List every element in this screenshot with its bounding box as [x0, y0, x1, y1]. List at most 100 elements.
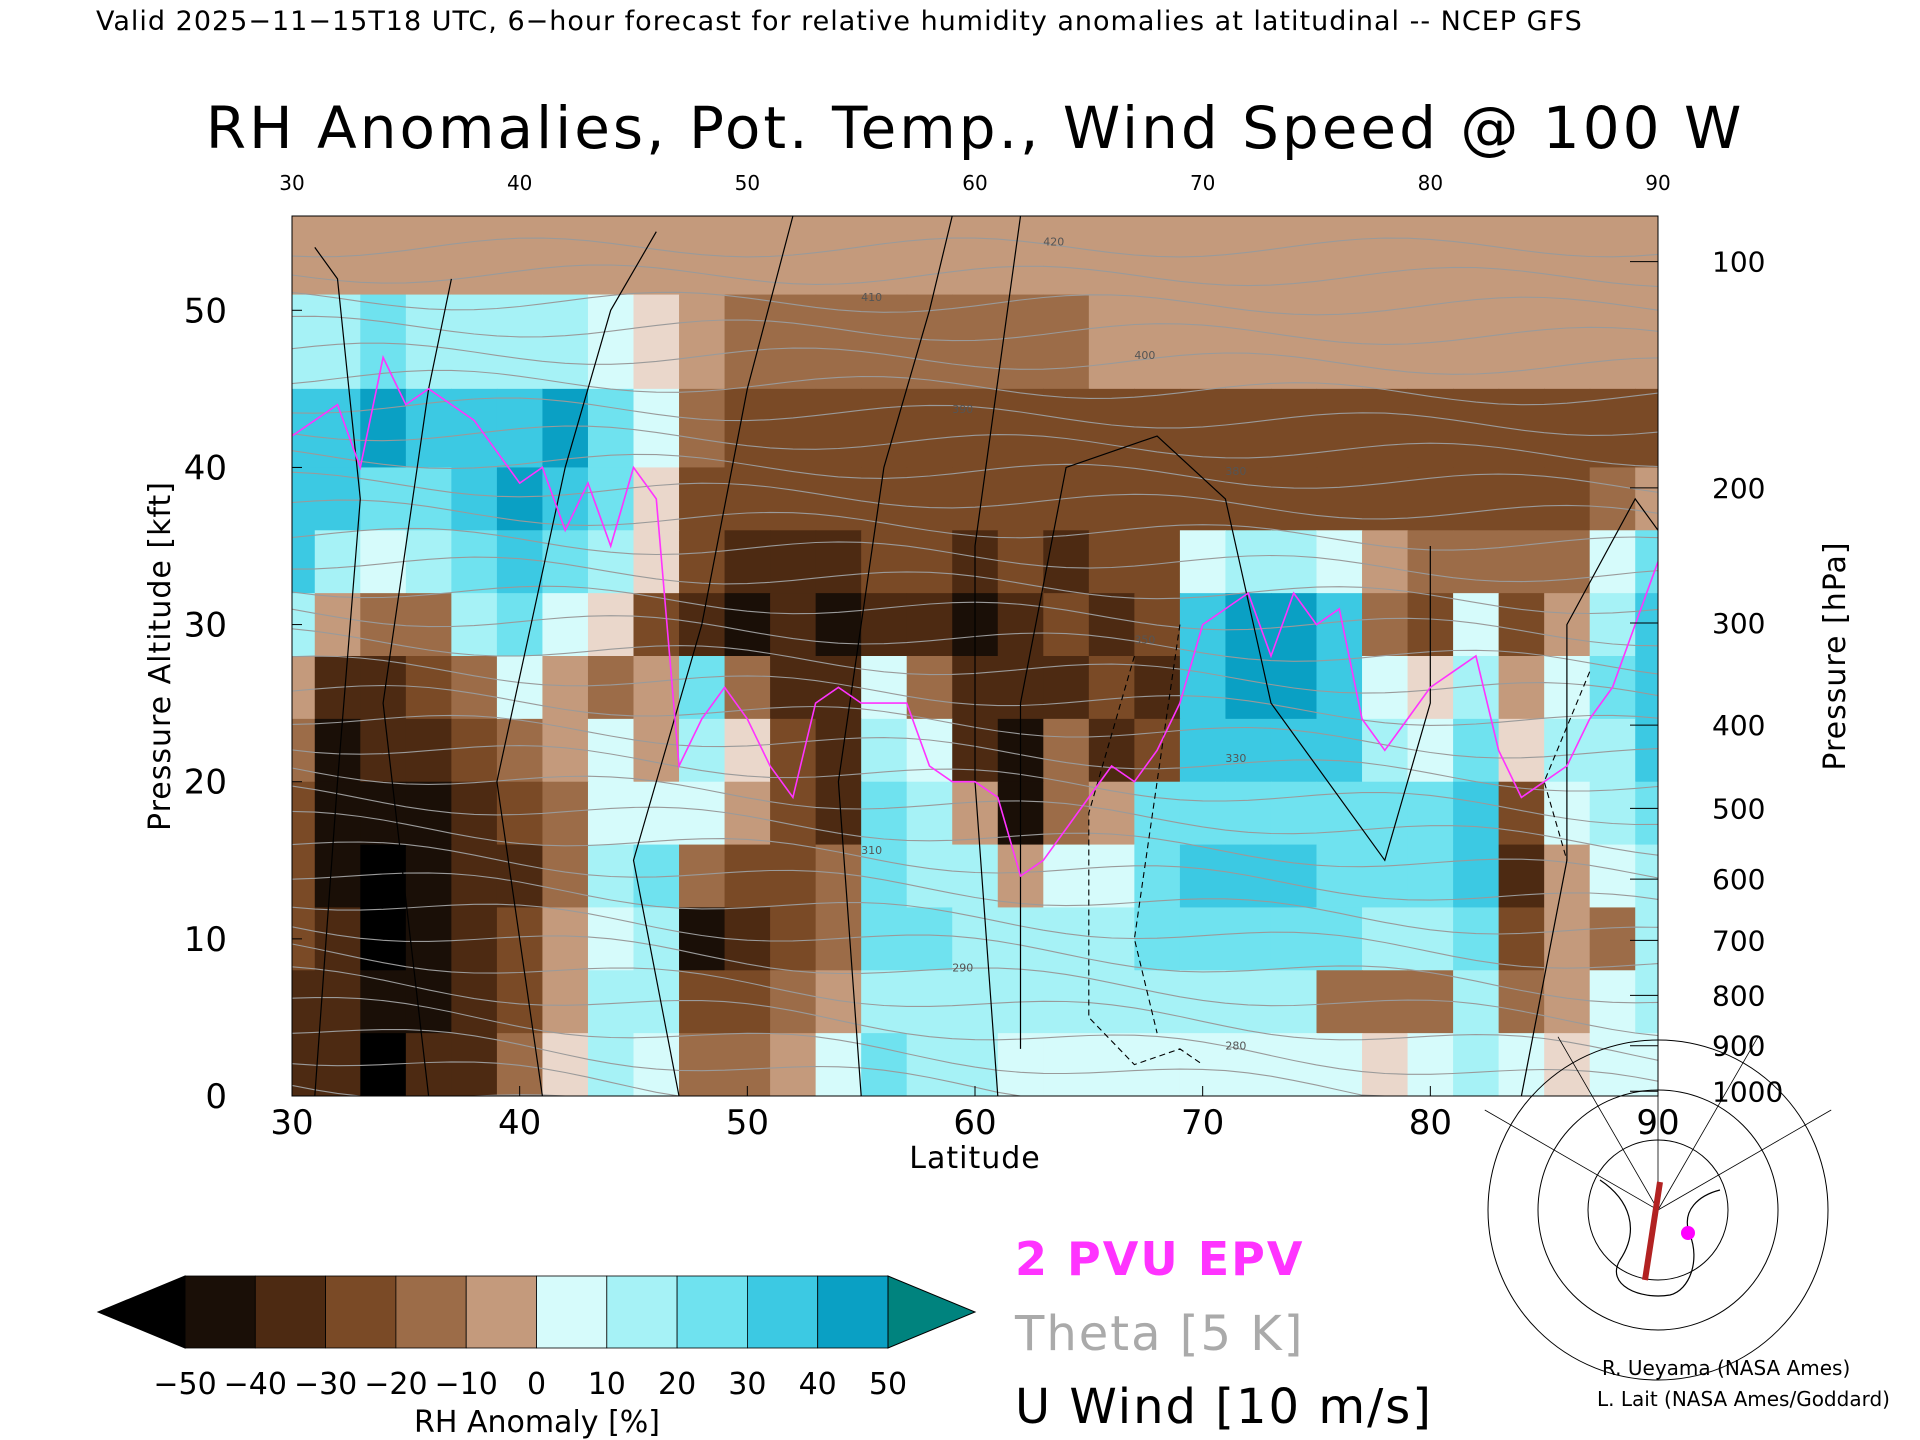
- colorbar-cells: [96, 1275, 977, 1349]
- rh-cell: [1498, 718, 1545, 783]
- colorbar-tick-label: −40: [224, 1367, 287, 1402]
- rh-cell: [451, 656, 498, 720]
- rh-cell: [405, 781, 452, 846]
- rh-cell: [1316, 844, 1363, 909]
- rh-cell: [1635, 530, 1658, 594]
- y-axis-left: 0 10 20 30 40 50: [184, 291, 302, 1117]
- rh-cell: [587, 530, 635, 594]
- theta-isentrope: [292, 997, 1658, 1096]
- theta-isentrope: [292, 903, 1658, 1004]
- rh-cell: [496, 530, 544, 594]
- rh-cell: [451, 467, 498, 531]
- legend-epv: 2 PVU EPV: [1015, 1232, 1304, 1286]
- rh-cell: [633, 530, 680, 594]
- rh-cell: [314, 388, 361, 469]
- rh-cell: [1225, 656, 1272, 720]
- rh-cell: [1635, 467, 1658, 531]
- rh-cell: [724, 216, 771, 296]
- colorbar-cell: [817, 1275, 889, 1349]
- rh-cell: [1589, 388, 1636, 469]
- theta-contour-label: 410: [861, 291, 882, 304]
- y-axis-right-label: Pressure [hPa]: [1818, 541, 1853, 770]
- rh-cell: [633, 294, 680, 390]
- theta-contour-label: 380: [1225, 465, 1246, 478]
- rh-cell: [405, 530, 452, 594]
- y-tick-label: 20: [184, 763, 227, 803]
- rh-cell: [770, 388, 817, 469]
- rh-cell: [815, 530, 862, 594]
- rh-cell: [770, 294, 817, 390]
- rh-cell: [770, 530, 817, 594]
- x-tick-label: 80: [1409, 1103, 1452, 1143]
- theta-isentrope: [292, 1061, 1658, 1096]
- x-tick-label: 30: [270, 1103, 313, 1143]
- rh-cell: [1179, 1033, 1227, 1096]
- x-tick-label-top: 80: [1418, 171, 1443, 195]
- rh-cell: [1498, 970, 1545, 1034]
- rh-cell: [1225, 1033, 1272, 1096]
- theta-isentrope: [292, 471, 1658, 520]
- rh-cell: [633, 388, 680, 469]
- colorbar-under-arrow: [96, 1275, 186, 1349]
- rh-cell: [1134, 907, 1181, 971]
- u-wind-contour-negative: [1088, 655, 1204, 1066]
- rh-cell: [292, 907, 316, 971]
- rh-cell: [1498, 467, 1545, 531]
- rh-cell: [1316, 907, 1363, 971]
- rh-cell: [1179, 388, 1227, 469]
- rh-cell: [815, 593, 862, 657]
- theta-isentrope: [292, 966, 1658, 1082]
- x-tick-label: 70: [1181, 1103, 1224, 1143]
- y-tick-label: 0: [205, 1077, 227, 1117]
- rh-cell: [1498, 216, 1545, 296]
- rh-cell: [542, 467, 589, 531]
- rh-cell: [1088, 467, 1135, 531]
- rh-cell: [1225, 970, 1272, 1034]
- pressure-tick-label: 700: [1712, 924, 1765, 957]
- x-axis-label: Latitude: [909, 1141, 1040, 1176]
- x-tick-label-top: 30: [279, 171, 304, 195]
- rh-cell: [1088, 530, 1135, 594]
- rh-cell: [861, 656, 908, 720]
- pressure-tick-label: 300: [1712, 607, 1765, 640]
- pressure-tick-label: 600: [1712, 863, 1765, 896]
- pressure-tick-label: 200: [1712, 472, 1765, 505]
- theta-isentrope: [292, 315, 1658, 345]
- colorbar-cell: [676, 1275, 748, 1349]
- rh-cell: [1589, 593, 1636, 657]
- rh-cell: [1316, 593, 1363, 657]
- inset-meridian: [1657, 1036, 1759, 1211]
- rh-cell: [861, 844, 908, 909]
- colorbar-cell: [254, 1275, 327, 1349]
- rh-cell: [314, 593, 361, 657]
- rh-cell: [1635, 970, 1658, 1034]
- rh-cell: [314, 970, 361, 1034]
- rh-cell: [1179, 294, 1227, 390]
- rh-cell: [1589, 907, 1636, 971]
- rh-cell: [906, 1033, 953, 1096]
- rh-cell: [542, 844, 589, 909]
- rh-cell: [861, 294, 908, 390]
- rh-cell: [1088, 907, 1135, 971]
- rh-cell: [1635, 593, 1658, 657]
- rh-cell: [542, 593, 589, 657]
- rh-cell: [1498, 593, 1545, 657]
- rh-cell: [1453, 530, 1500, 594]
- theta-contour-label: 350: [1134, 634, 1155, 647]
- rh-cell: [1589, 781, 1636, 846]
- credit-line-1: R. Ueyama (NASA Ames): [1602, 1356, 1850, 1380]
- rh-cell: [360, 388, 407, 469]
- rh-cell: [360, 216, 407, 296]
- pressure-tick-label: 100: [1712, 246, 1765, 279]
- rh-cell: [997, 467, 1044, 531]
- x-axis-bottom: 30 40 50 60 70 80 90: [270, 1086, 1680, 1143]
- rh-cell: [1134, 294, 1181, 390]
- pressure-tick-label: 1000: [1712, 1075, 1783, 1108]
- colorbar-cell: [395, 1275, 467, 1349]
- rh-cell: [1589, 1033, 1636, 1096]
- rh-cell: [587, 970, 635, 1034]
- rh-cell: [1043, 530, 1090, 594]
- rh-cell: [1225, 294, 1272, 390]
- rh-cell: [724, 1033, 771, 1096]
- rh-cell: [1635, 718, 1658, 783]
